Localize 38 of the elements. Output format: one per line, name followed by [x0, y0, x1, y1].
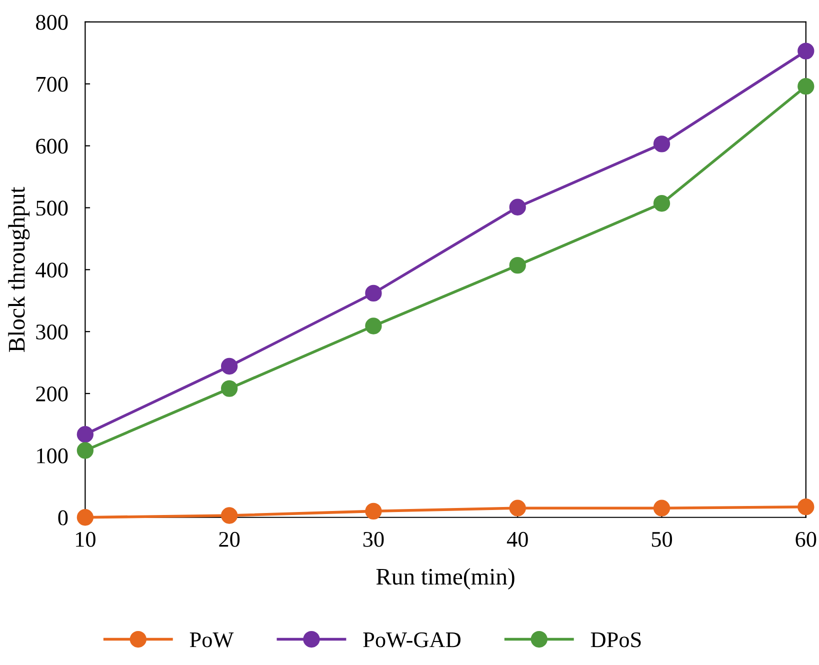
legend-label: PoW-GAD [363, 632, 460, 648]
y-tick-label: 700 [36, 76, 68, 92]
x-axis-title: Run time(min) [376, 568, 514, 590]
point [365, 318, 382, 334]
x-tick-label: 30 [363, 532, 384, 547]
point [365, 502, 382, 520]
point [509, 500, 526, 516]
x-tick-label: 60 [796, 532, 816, 547]
point [798, 42, 814, 60]
x-tick-label: 40 [506, 532, 528, 547]
x-tick-label: 50 [652, 532, 672, 547]
point [220, 358, 238, 375]
y-axis-title: Block throughput [8, 186, 30, 352]
y-tick-label: 400 [36, 262, 68, 278]
point [509, 256, 526, 274]
point [76, 426, 94, 443]
x-tick-label: 10 [76, 532, 96, 547]
point [509, 198, 526, 216]
point [365, 284, 382, 302]
point [653, 136, 670, 152]
y-tick-label: 600 [36, 138, 68, 154]
y-tick-label: 0 [58, 510, 68, 526]
point [76, 509, 94, 526]
y-tick-label: 200 [36, 386, 68, 402]
legend-label: DPoS [590, 632, 641, 648]
y-tick-label: 800 [36, 14, 68, 30]
point [798, 78, 814, 95]
y-tick-label: 100 [37, 448, 68, 464]
point [220, 380, 238, 397]
point [220, 507, 238, 524]
point [653, 500, 670, 516]
point [798, 498, 814, 516]
point [76, 442, 94, 459]
y-tick-label: 300 [36, 324, 68, 340]
y-tick-label: 500 [36, 200, 68, 216]
legend-label: PoW [190, 632, 234, 648]
x-tick-label: 20 [219, 532, 240, 547]
point [653, 195, 670, 212]
